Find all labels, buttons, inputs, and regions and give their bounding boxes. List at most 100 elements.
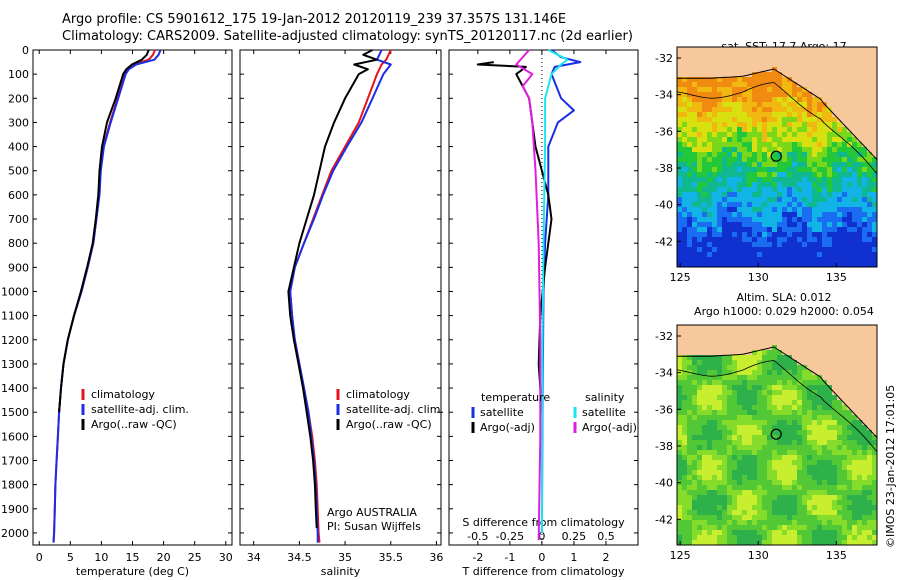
ocean-cell [852, 152, 858, 158]
ocean-cell [677, 122, 683, 128]
land-cell [837, 350, 843, 356]
ocean-cell [817, 147, 823, 153]
ocean-cell [687, 360, 693, 366]
ocean-cell [807, 370, 813, 376]
ocean-cell [797, 97, 803, 103]
ocean-cell [687, 410, 693, 416]
ocean-cell [762, 415, 768, 421]
ocean-cell [737, 510, 743, 516]
land-cell [832, 82, 838, 88]
ocean-cell [782, 410, 788, 416]
ocean-cell [702, 370, 708, 376]
ocean-cell [842, 257, 848, 263]
ocean-cell [677, 107, 683, 113]
ocean-cell [787, 500, 793, 506]
land-cell [737, 350, 743, 356]
ocean-cell [787, 485, 793, 491]
ocean-cell [767, 520, 773, 526]
ocean-cell [682, 87, 688, 93]
land-cell [857, 92, 863, 98]
ocean-cell [712, 217, 718, 223]
land-cell [727, 325, 733, 331]
ocean-cell [732, 495, 738, 501]
ocean-cell [817, 535, 823, 541]
ocean-cell [712, 177, 718, 183]
ocean-cell [792, 435, 798, 441]
ocean-cell [812, 450, 818, 456]
ocean-cell [727, 470, 733, 476]
ocean-cell [862, 177, 868, 183]
land-cell [802, 57, 808, 63]
ocean-cell [812, 530, 818, 536]
land-cell [807, 67, 813, 73]
ocean-cell [812, 470, 818, 476]
ocean-cell [677, 257, 683, 263]
ocean-cell [742, 92, 748, 98]
ocean-cell [677, 167, 683, 173]
ocean-cell [702, 192, 708, 198]
land-cell [852, 405, 858, 411]
ocean-cell [762, 157, 768, 163]
ocean-cell [747, 257, 753, 263]
ocean-cell [872, 262, 878, 268]
ocean-cell [712, 380, 718, 386]
ocean-cell [742, 450, 748, 456]
ocean-cell [682, 475, 688, 481]
ocean-cell [687, 172, 693, 178]
ocean-cell [687, 182, 693, 188]
ocean-cell [752, 445, 758, 451]
ocean-cell [732, 252, 738, 258]
ocean-cell [712, 137, 718, 143]
ocean-cell [857, 460, 863, 466]
ocean-cell [707, 232, 713, 238]
ocean-cell [717, 182, 723, 188]
ocean-cell [807, 217, 813, 223]
ocean-cell [797, 127, 803, 133]
ocean-cell [792, 192, 798, 198]
depth-tick-label: 1000 [1, 285, 29, 298]
ocean-cell [727, 405, 733, 411]
ocean-cell [712, 510, 718, 516]
ocean-cell [677, 500, 683, 506]
ocean-cell [832, 480, 838, 486]
ocean-cell [787, 82, 793, 88]
ocean-cell [802, 490, 808, 496]
ocean-cell [687, 127, 693, 133]
ocean-cell [747, 102, 753, 108]
land-cell [842, 67, 848, 73]
ocean-cell [837, 535, 843, 541]
ocean-cell [822, 520, 828, 526]
ocean-cell [687, 420, 693, 426]
ocean-cell [797, 425, 803, 431]
ocean-cell [797, 157, 803, 163]
ocean-cell [822, 222, 828, 228]
ocean-cell [732, 192, 738, 198]
land-cell [787, 47, 793, 53]
ocean-cell [687, 355, 693, 361]
ocean-cell [687, 535, 693, 541]
ocean-cell [722, 420, 728, 426]
ocean-cell [852, 187, 858, 193]
ocean-cell [692, 202, 698, 208]
ocean-cell [767, 187, 773, 193]
ocean-cell [707, 435, 713, 441]
ocean-cell [857, 515, 863, 521]
ocean-cell [852, 182, 858, 188]
land-cell [747, 335, 753, 341]
land-cell [742, 340, 748, 346]
ocean-cell [677, 385, 683, 391]
ocean-cell [772, 127, 778, 133]
land-cell [847, 82, 853, 88]
land-cell [857, 400, 863, 406]
ocean-cell [862, 450, 868, 456]
ocean-cell [847, 530, 853, 536]
ocean-cell [752, 425, 758, 431]
ocean-cell [807, 470, 813, 476]
land-cell [847, 72, 853, 78]
ocean-cell [832, 495, 838, 501]
ocean-cell [767, 252, 773, 258]
ocean-cell [782, 455, 788, 461]
ocean-cell [722, 152, 728, 158]
ocean-cell [867, 257, 873, 263]
ocean-cell [827, 455, 833, 461]
